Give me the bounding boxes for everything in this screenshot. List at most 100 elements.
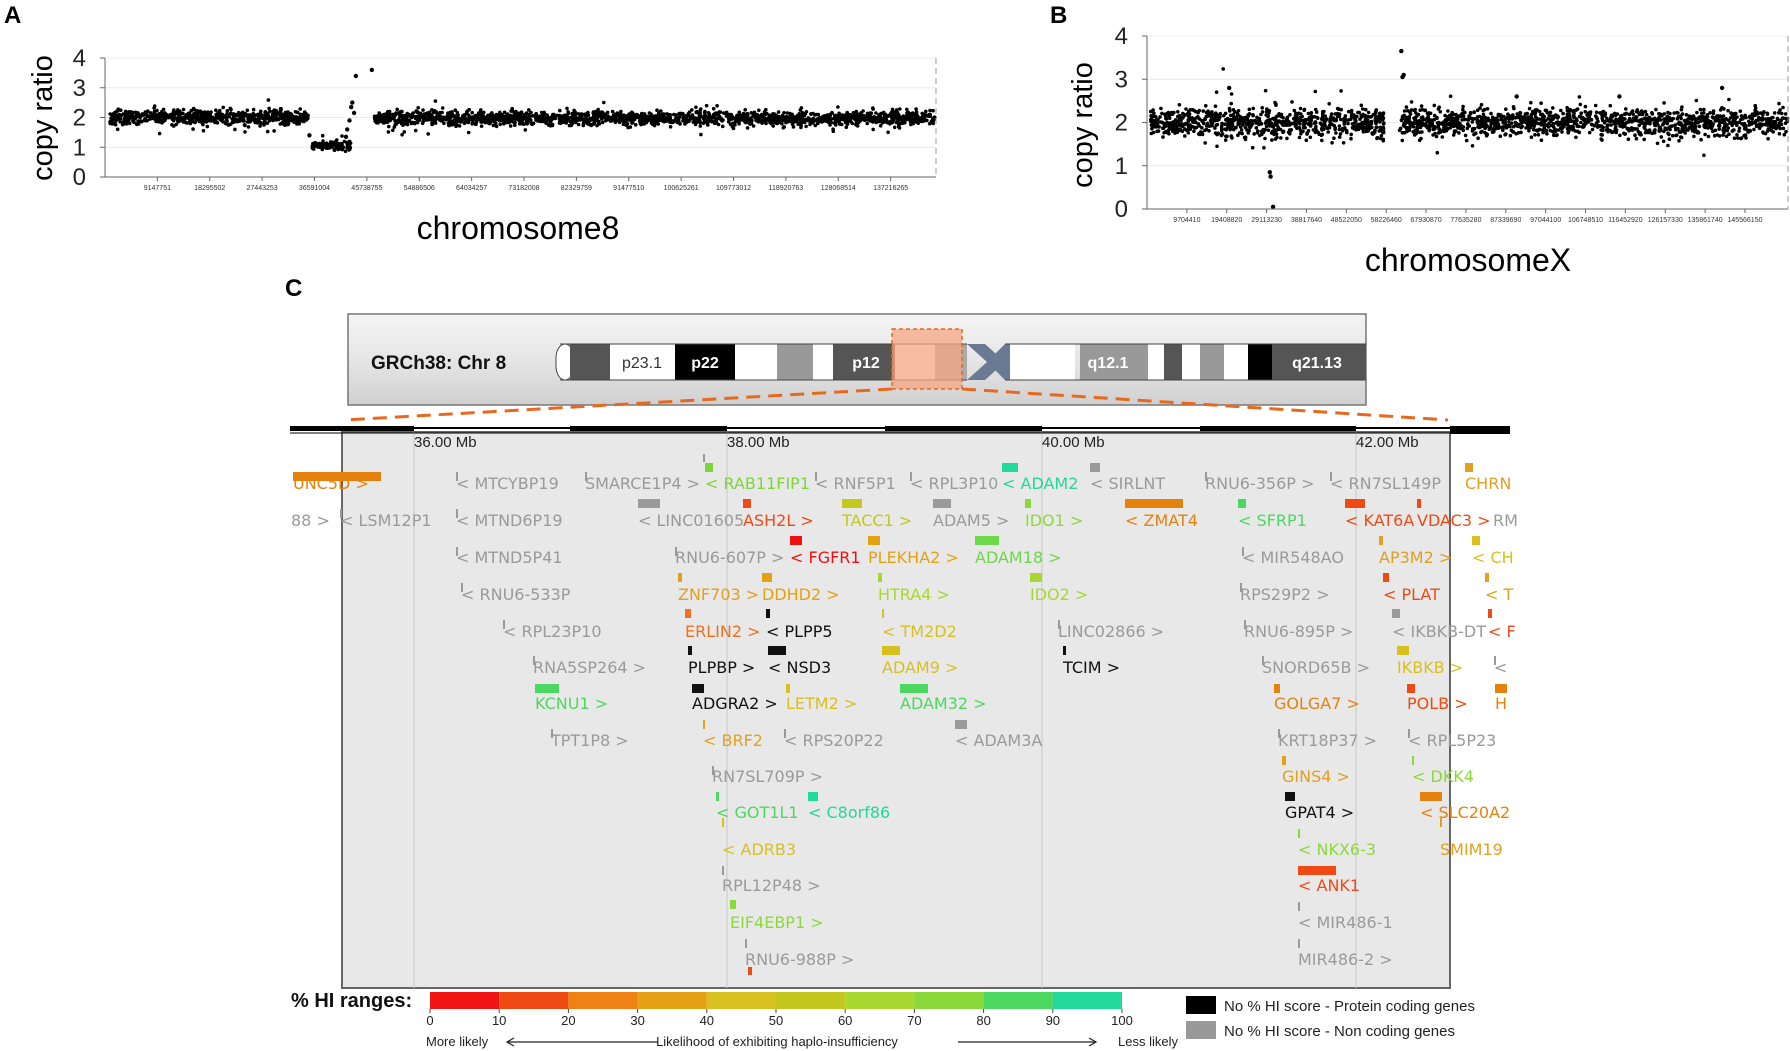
- gene-label[interactable]: < MTCYBP19: [456, 474, 559, 493]
- gene-bar[interactable]: [716, 792, 719, 801]
- gene-label[interactable]: RN7SL709P >: [712, 767, 823, 786]
- gene-label[interactable]: DDHD2 >: [762, 585, 840, 604]
- gene-bar[interactable]: [1485, 573, 1489, 582]
- gene-label[interactable]: RM: [1493, 511, 1518, 530]
- gene-bar[interactable]: [1440, 818, 1442, 827]
- gene-label[interactable]: RNA5SP264 >: [533, 658, 646, 677]
- gene-label[interactable]: PLPBP >: [688, 658, 755, 677]
- gene-label[interactable]: < ADAM3A: [955, 731, 1042, 750]
- gene-bar[interactable]: [1383, 573, 1389, 582]
- gene-label[interactable]: < TM2D2: [882, 622, 957, 641]
- gene-label[interactable]: TCIM >: [1062, 658, 1120, 677]
- gene-label[interactable]: < ANK1: [1298, 876, 1360, 895]
- gene-label[interactable]: TACC1 >: [841, 511, 912, 530]
- gene-bar[interactable]: [1125, 499, 1183, 508]
- gene-label[interactable]: < MTND5P41: [456, 548, 563, 567]
- gene-label[interactable]: RNU6-988P >: [745, 950, 854, 969]
- gene-label[interactable]: < SLC20A2: [1420, 803, 1510, 822]
- gene-label[interactable]: KRT18P37 >: [1278, 731, 1377, 750]
- gene-bar[interactable]: [1285, 792, 1295, 801]
- gene-label[interactable]: < RN7SL149P: [1330, 474, 1441, 493]
- gene-label[interactable]: CHRN: [1465, 474, 1511, 493]
- gene-label[interactable]: < ADAM2: [1002, 474, 1078, 493]
- gene-bar[interactable]: [762, 573, 772, 582]
- gene-label[interactable]: EIF4EBP1 >: [730, 913, 824, 932]
- gene-label[interactable]: RPS29P2 >: [1240, 585, 1330, 604]
- gene-label[interactable]: POLB >: [1407, 694, 1468, 713]
- gene-label[interactable]: < RPL3P10: [910, 474, 998, 493]
- gene-label[interactable]: IKBKB >: [1397, 658, 1463, 677]
- gene-bar[interactable]: [842, 499, 862, 508]
- gene-bar[interactable]: [878, 573, 882, 582]
- gene-label[interactable]: ADAM9 >: [882, 658, 958, 677]
- gene-label[interactable]: < MIR486-1: [1298, 913, 1393, 932]
- gene-label[interactable]: < PLAT: [1383, 585, 1440, 604]
- gene-label[interactable]: < MTND6P19: [456, 511, 563, 530]
- gene-label[interactable]: ADAM18 >: [975, 548, 1062, 567]
- gene-bar[interactable]: [1025, 499, 1031, 508]
- gene-label[interactable]: GINS4 >: [1282, 767, 1350, 786]
- gene-label[interactable]: < LSM12P1: [340, 511, 432, 530]
- gene-label[interactable]: HTRA4 >: [878, 585, 950, 604]
- gene-bar[interactable]: [688, 646, 692, 655]
- gene-label[interactable]: ADGRA2 >: [692, 694, 778, 713]
- gene-label[interactable]: < BRF2: [703, 731, 763, 750]
- gene-bar[interactable]: [955, 720, 967, 729]
- gene-label[interactable]: < RNU6-533P: [461, 585, 571, 604]
- gene-label[interactable]: <: [1494, 658, 1507, 677]
- gene-label[interactable]: KCNU1 >: [535, 694, 608, 713]
- gene-bar[interactable]: [1412, 756, 1414, 765]
- gene-label[interactable]: < ADRB3: [722, 840, 796, 859]
- gene-bar[interactable]: [1298, 866, 1336, 875]
- gene-label[interactable]: < SIRLNT: [1090, 474, 1165, 493]
- gene-bar[interactable]: [786, 684, 790, 693]
- gene-bar[interactable]: [1465, 463, 1473, 472]
- gene-bar[interactable]: [535, 684, 559, 693]
- gene-label[interactable]: IDO1 >: [1025, 511, 1083, 530]
- gene-label[interactable]: VDAC3 >: [1417, 511, 1491, 530]
- gene-bar[interactable]: [1282, 756, 1286, 765]
- gene-bar[interactable]: [808, 792, 818, 801]
- gene-label[interactable]: < RPL5P23: [1408, 731, 1496, 750]
- gene-label[interactable]: ADAM32 >: [900, 694, 987, 713]
- gene-label[interactable]: GPAT4 >: [1285, 803, 1354, 822]
- gene-label[interactable]: < RPL23P10: [503, 622, 602, 641]
- gene-label[interactable]: 88 >: [291, 511, 330, 530]
- gene-label[interactable]: < LINC01605: [638, 511, 744, 530]
- gene-label[interactable]: SMIM19: [1440, 840, 1503, 859]
- gene-bar[interactable]: [1417, 499, 1421, 508]
- gene-bar[interactable]: [790, 536, 802, 545]
- gene-bar[interactable]: [685, 609, 691, 618]
- gene-label[interactable]: H: [1495, 694, 1507, 713]
- gene-label[interactable]: < MIR548AO: [1242, 548, 1344, 567]
- gene-bar[interactable]: [678, 573, 682, 582]
- gene-label[interactable]: < PLPP5: [766, 622, 833, 641]
- gene-bar[interactable]: [1379, 536, 1383, 545]
- gene-bar[interactable]: [743, 499, 751, 508]
- gene-bar[interactable]: [1298, 829, 1300, 838]
- gene-bar[interactable]: [882, 609, 884, 618]
- gene-label[interactable]: < F: [1488, 622, 1516, 641]
- gene-label[interactable]: < RPS20P22: [784, 731, 884, 750]
- gene-bar[interactable]: [882, 646, 900, 655]
- gene-bar[interactable]: [1030, 573, 1042, 582]
- gene-label[interactable]: < ZMAT4: [1125, 511, 1198, 530]
- gene-label[interactable]: GOLGA7 >: [1274, 694, 1360, 713]
- gene-label[interactable]: < T: [1485, 585, 1513, 604]
- gene-bar[interactable]: [766, 609, 770, 618]
- gene-bar[interactable]: [868, 536, 880, 545]
- gene-bar[interactable]: [1392, 609, 1400, 618]
- gene-bar[interactable]: [1238, 499, 1246, 508]
- gene-bar[interactable]: [1298, 939, 1300, 948]
- gene-label[interactable]: ERLIN2 >: [685, 622, 761, 641]
- gene-bar[interactable]: [745, 939, 747, 948]
- gene-label[interactable]: RNU6-356P >: [1205, 474, 1314, 493]
- gene-label[interactable]: AP3M2 >: [1379, 548, 1452, 567]
- gene-bar[interactable]: [722, 866, 724, 875]
- gene-label[interactable]: ASH2L >: [743, 511, 814, 530]
- gene-bar[interactable]: [1345, 499, 1365, 508]
- gene-bar[interactable]: [705, 463, 713, 472]
- gene-bar[interactable]: [975, 536, 999, 545]
- gene-label[interactable]: SNORD65B >: [1262, 658, 1370, 677]
- gene-label[interactable]: PLEKHA2 >: [868, 548, 959, 567]
